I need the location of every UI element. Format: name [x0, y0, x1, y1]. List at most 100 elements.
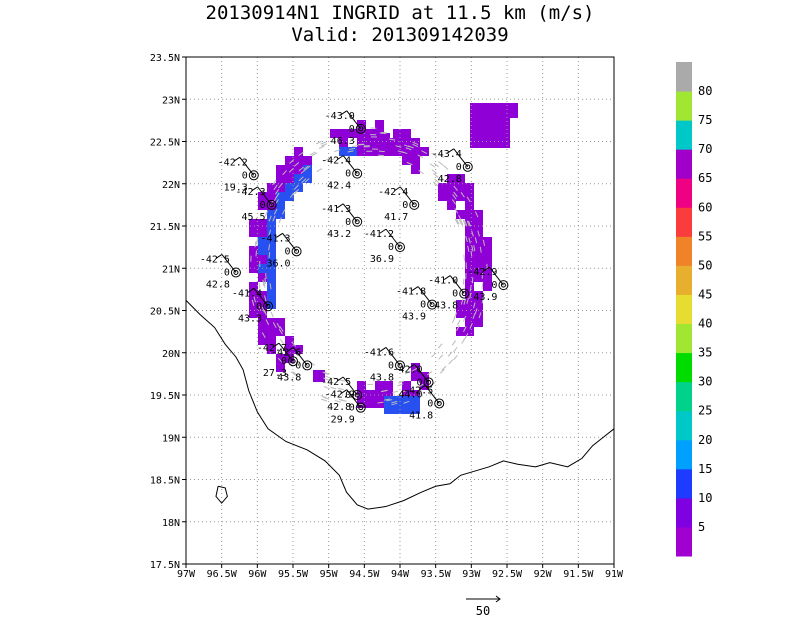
- x-tick-label: 92W: [534, 569, 553, 580]
- wind-speed-cell: [294, 156, 303, 165]
- wind-speed-cell: [267, 264, 276, 273]
- wind-vector: [451, 317, 456, 324]
- dropsonde-markers: -43.0046.3-42.2019.3-42.4042.4-43.4042.8…: [200, 110, 509, 426]
- wind-barb: [342, 203, 358, 223]
- wind-vector: [454, 208, 459, 214]
- wind-vector: [265, 319, 270, 326]
- colorbar-label: 80: [698, 84, 712, 98]
- wind-barb: [257, 186, 272, 206]
- wind-vector: [323, 158, 330, 162]
- wind-speed-cell: [276, 318, 285, 327]
- wind-speed-cell: [258, 309, 267, 318]
- dropsonde: -42.5 041.8: [403, 385, 445, 421]
- wind-vector: [433, 162, 439, 168]
- wind-vector: [272, 215, 276, 222]
- wind-vector: [258, 304, 262, 311]
- dropsonde-temperature: -42.6: [271, 347, 301, 358]
- wind-speed-cell: [303, 156, 312, 165]
- wind-vector: [268, 215, 272, 222]
- colorbar-label: 70: [698, 142, 712, 156]
- dropsonde-temperature: -43.4: [432, 149, 462, 160]
- colorbar-label: 60: [698, 200, 712, 214]
- dropsonde-temperature: -41.0: [428, 276, 458, 287]
- wind-speed-cell: [447, 183, 456, 192]
- wind-vector: [328, 158, 335, 162]
- dropsonde-ring: [395, 360, 405, 371]
- wind-speed-cell: [411, 156, 420, 165]
- wind-vector: [474, 211, 479, 218]
- dropsonde: -42.9 043.9: [467, 266, 509, 303]
- wind-speed-cell: [474, 246, 483, 255]
- wind-vector: [378, 150, 385, 153]
- wind-vector: [439, 368, 445, 374]
- dropsonde-ring: [352, 168, 363, 179]
- coastline: [185, 300, 615, 510]
- wind-speed-cell: [267, 246, 276, 255]
- wind-barb-flag: [286, 347, 294, 352]
- wind-vector: [273, 208, 278, 215]
- wind-speed-cell: [465, 255, 474, 264]
- wind-speed-cell: [456, 210, 465, 219]
- wind-vector: [263, 281, 266, 288]
- dropsonde-temperature: -42.9: [325, 390, 355, 401]
- wind-speed-cell: [447, 192, 456, 201]
- wind-speed-cell: [258, 228, 267, 237]
- wind-speed-cell: [447, 174, 456, 183]
- wind-vector: [395, 145, 402, 148]
- wind-vector: [389, 138, 396, 141]
- wind-barb-flag: [276, 232, 283, 238]
- wind-speed-cell: [339, 129, 348, 138]
- wind-speed-cell: [456, 309, 465, 318]
- wind-vector: [337, 387, 344, 391]
- wind-speed-cell: [483, 246, 492, 255]
- wind-vector: [396, 393, 403, 397]
- wind-vector: [421, 150, 428, 155]
- wind-vector: [471, 230, 474, 237]
- wind-vector: [293, 162, 300, 167]
- wind-vector: [315, 140, 322, 145]
- wind-barb-flag: [411, 286, 419, 292]
- wind-speed-cell: [285, 183, 294, 192]
- wind-vector: [417, 383, 424, 388]
- dropsonde-height: 43.3: [238, 313, 262, 324]
- dropsonde-center: [426, 379, 432, 385]
- wind-speed-cell: [465, 273, 474, 282]
- dropsonde-ring: [355, 402, 366, 413]
- wind-speed-cell: [402, 129, 411, 138]
- dropsonde: -41.3 043.2: [321, 203, 363, 240]
- wind-speed-cell: [267, 255, 276, 264]
- dropsonde-dewpoint-depression: 0: [456, 162, 462, 173]
- dropsonde-temperature: -41.3: [260, 233, 290, 244]
- dropsonde-ring: [423, 377, 434, 388]
- wind-vector: [458, 215, 462, 221]
- wind-speed-cell: [267, 219, 276, 228]
- wind-vector: [472, 302, 476, 309]
- colorbar-segment: [676, 149, 692, 179]
- colorbar-segment: [676, 439, 692, 470]
- dropsonde: -41.4 043.3: [232, 287, 274, 324]
- wind-barb-flag: [215, 254, 223, 259]
- wind-speed-cell: [465, 309, 474, 318]
- wind-vector: [261, 306, 265, 313]
- wind-speed-cell: [375, 381, 384, 390]
- wind-vector: [325, 375, 332, 379]
- x-tick-label: 95W: [320, 569, 339, 580]
- dropsonde-center: [269, 202, 275, 208]
- dropsonde-dewpoint-depression: 0: [256, 301, 262, 312]
- dropsonde-ring: [352, 216, 363, 227]
- colorbar-label: 35: [698, 346, 712, 360]
- colorbar-segment: [676, 526, 692, 557]
- wind-speed-cell: [402, 381, 411, 390]
- dropsonde-temperature: -42.5: [321, 377, 351, 388]
- wind-speed-cell: [393, 147, 402, 156]
- wind-vector: [380, 131, 387, 134]
- wind-vector: [461, 338, 466, 344]
- x-tick-label: 96W: [248, 569, 267, 580]
- dropsonde-center: [465, 164, 471, 170]
- colorbar-segment: [676, 62, 692, 92]
- dropsonde-center: [354, 392, 360, 398]
- dropsonde-ring: [427, 299, 438, 310]
- x-tick-label: 96.5W: [207, 569, 238, 580]
- dropsonde-dewpoint-depression: 0: [452, 289, 458, 300]
